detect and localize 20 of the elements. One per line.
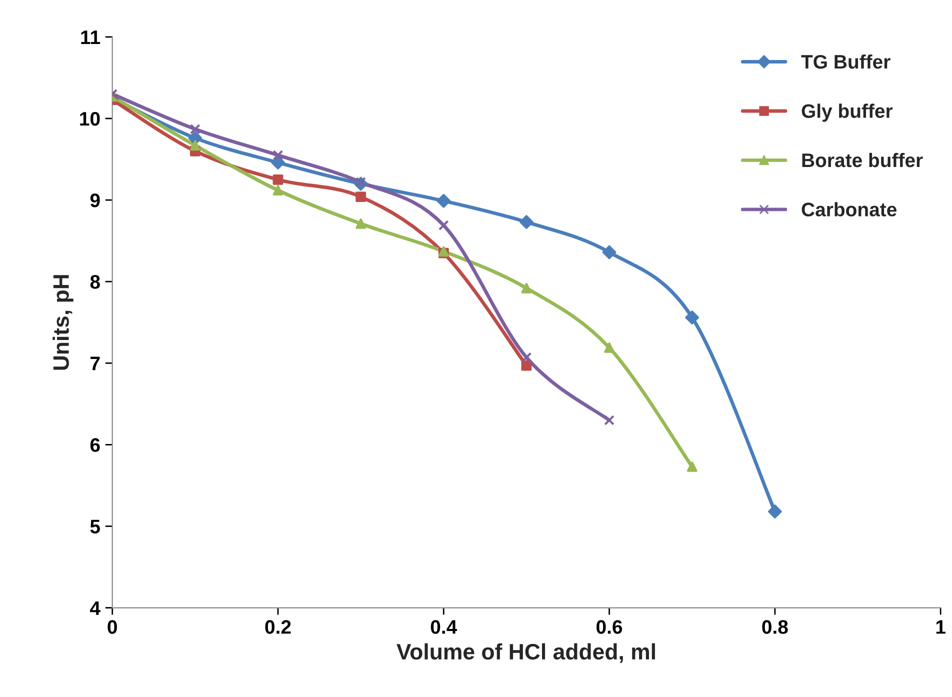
x-axis-title: Volume of HCl added, ml xyxy=(396,643,655,663)
y-tick-label: 10 xyxy=(80,112,100,126)
legend-label: Gly buffer xyxy=(802,104,893,122)
legend-label: Carbonate xyxy=(802,202,896,216)
y-tick-label: 4 xyxy=(90,601,100,615)
y-tick-label: 6 xyxy=(90,438,100,452)
y-tick-label: 5 xyxy=(90,520,100,534)
x-tick-label: 0.6 xyxy=(596,620,622,634)
legend-label: Borate buffer xyxy=(802,152,923,168)
x-tick-label: 0.4 xyxy=(430,620,458,634)
legend-label: TG Buffer xyxy=(801,54,890,69)
y-tick-label: 7 xyxy=(90,356,100,370)
y-tick-label: 11 xyxy=(81,30,100,44)
x-tick-label: 1 xyxy=(936,620,946,634)
y-tick-label: 9 xyxy=(90,194,100,208)
y-tick-label: 8 xyxy=(90,275,100,289)
x-tick-label: 0.8 xyxy=(762,620,788,634)
y-axis-title: Units, pH xyxy=(52,275,74,370)
x-tick-label: 0.2 xyxy=(265,620,291,634)
x-tick-label: 0 xyxy=(108,620,117,634)
